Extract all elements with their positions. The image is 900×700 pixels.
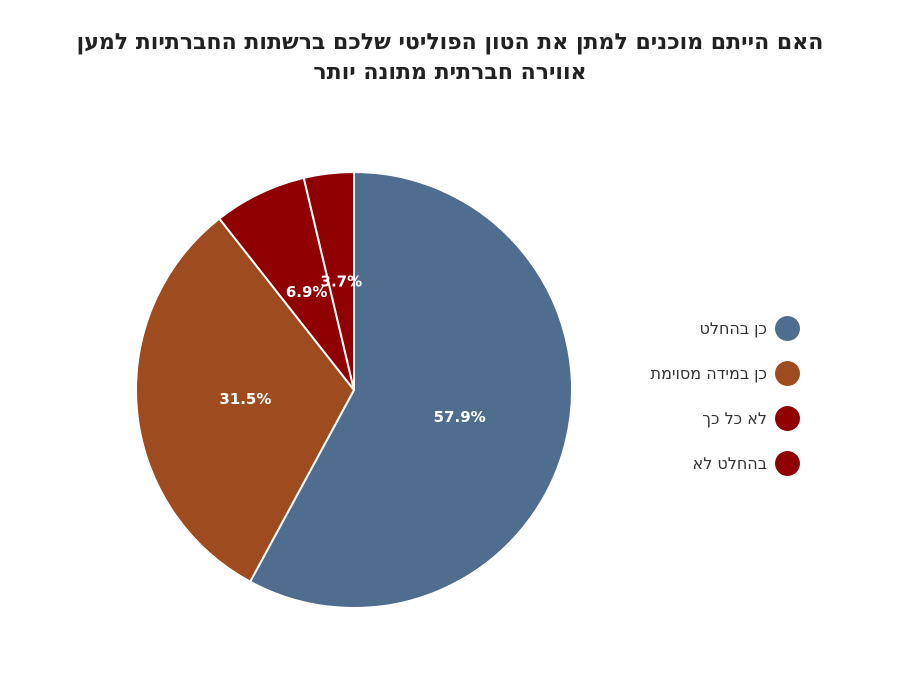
legend-label: כן בהחלט bbox=[699, 319, 767, 338]
chart-legend: כן בהחלט כן במידה מסוימת לא כל כך בהחלט לא bbox=[600, 306, 800, 486]
legend-item[interactable]: בהחלט לא bbox=[600, 441, 800, 486]
pie-data-label: 6.9% bbox=[286, 283, 328, 301]
pie-data-labels: 57.9% 31.5% 6.9%3.7% bbox=[219, 273, 485, 426]
pie-data-label: 57.9% bbox=[434, 408, 486, 426]
legend-label: לא כל כך bbox=[702, 409, 767, 428]
pie-slice bbox=[248, 170, 573, 609]
pie-slices bbox=[135, 170, 573, 609]
legend-swatch bbox=[775, 451, 800, 476]
pie-slice bbox=[302, 170, 355, 391]
legend-item[interactable]: כן במידה מסוימת bbox=[600, 351, 800, 396]
chart-title: האם הייתם מוכנים למתן את הטון הפוליטי של… bbox=[76, 30, 824, 85]
pie-slice bbox=[135, 217, 356, 584]
legend-item[interactable]: כן בהחלט bbox=[600, 306, 800, 351]
legend-swatch bbox=[775, 316, 800, 341]
pie-data-label: 31.5% bbox=[219, 390, 271, 408]
legend-label: בהחלט לא bbox=[692, 454, 768, 473]
legend-swatch bbox=[775, 406, 800, 431]
pie-data-label: 3.7% bbox=[321, 273, 363, 291]
legend-item[interactable]: לא כל כך bbox=[600, 396, 800, 441]
legend-label: כן במידה מסוימת bbox=[650, 364, 767, 383]
legend-swatch bbox=[775, 361, 800, 386]
